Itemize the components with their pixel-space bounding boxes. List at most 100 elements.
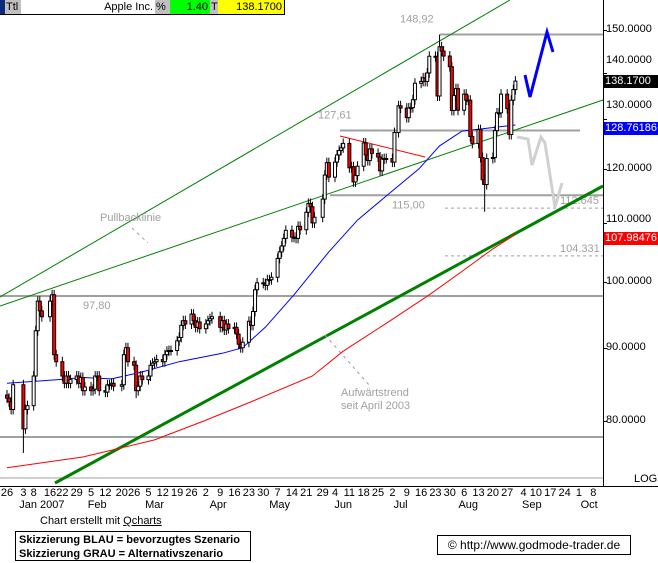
candle	[154, 354, 159, 367]
candle	[97, 371, 102, 396]
candle-body	[513, 80, 518, 91]
level-label: 127,61	[318, 110, 352, 122]
candle-body	[447, 55, 452, 68]
candle	[60, 356, 65, 382]
x-month-label: Jan 2007	[19, 499, 65, 511]
candle	[125, 342, 130, 367]
x-day-label: 19	[171, 487, 184, 499]
x-day-label: 25	[371, 487, 385, 499]
candle	[265, 274, 270, 291]
candle-body	[11, 384, 16, 410]
triangle-resistance-line	[339, 135, 426, 158]
x-day-label: 12	[156, 487, 169, 499]
header-corner	[0, 0, 5, 14]
candle-body	[322, 174, 327, 200]
candle	[478, 124, 483, 163]
candle	[11, 379, 16, 415]
x-day-label: 21	[300, 487, 313, 499]
candle-body	[146, 375, 151, 381]
candle-body	[439, 46, 444, 52]
candle	[68, 374, 73, 389]
price-marker-blue-ma: 128.76186	[604, 122, 658, 135]
candle	[326, 157, 331, 183]
candle-body	[419, 80, 424, 84]
candle	[240, 337, 245, 353]
candle-body	[376, 152, 381, 158]
x-month-label: Jul	[393, 499, 408, 511]
candle-body	[269, 276, 274, 281]
candle-body	[312, 216, 317, 224]
y-tick-label: 140.0000	[606, 53, 652, 66]
candle	[31, 371, 36, 411]
candle	[105, 379, 110, 398]
y-tick-mark	[604, 168, 607, 170]
candle-body	[162, 354, 167, 363]
candle-body	[138, 375, 143, 387]
candle-body	[39, 310, 44, 318]
candle	[480, 152, 485, 185]
candle-body	[468, 99, 473, 137]
price-marker-red-ma: 107.98476	[604, 232, 658, 245]
candle	[369, 143, 374, 159]
candle	[132, 356, 137, 371]
candle	[281, 233, 286, 251]
candle	[320, 194, 325, 223]
candle	[5, 390, 9, 404]
y-tick-label: 110.0000	[606, 212, 652, 225]
candle	[134, 360, 139, 399]
candle	[169, 345, 173, 356]
candle-body	[31, 375, 36, 407]
candle-body	[497, 112, 501, 115]
candle	[484, 153, 489, 190]
moving-average-blue	[6, 124, 516, 384]
pullback-label: Pullbacklinie	[100, 212, 161, 224]
qcharts-link[interactable]: Qcharts	[123, 515, 162, 527]
candle	[298, 221, 303, 235]
pullback-pointer	[131, 227, 149, 244]
uptrend-label-line2: seit April 2003	[341, 400, 410, 412]
candle-body	[132, 361, 137, 366]
copyright-box[interactable]: © http://www.godmode-trader.de	[437, 535, 631, 555]
x-day-label: 2	[389, 487, 396, 499]
uptrend-pointer	[324, 334, 371, 387]
candle	[21, 379, 26, 453]
candle-body	[177, 336, 182, 342]
candle-body	[169, 350, 173, 353]
candle	[505, 89, 510, 114]
candle-body	[277, 251, 282, 259]
x-day-label: 17	[544, 487, 557, 499]
candle	[25, 400, 30, 415]
candle	[253, 284, 258, 317]
x-day-label: 16	[43, 487, 57, 499]
candle-body	[320, 198, 325, 218]
candle	[33, 325, 38, 382]
candle	[146, 371, 151, 385]
candle	[398, 100, 403, 114]
x-day-label: 2	[202, 487, 209, 499]
candle-body	[410, 99, 415, 109]
candle-body	[23, 408, 28, 430]
candle-body	[298, 225, 303, 231]
candle	[296, 221, 301, 244]
x-day-label: 9	[403, 487, 410, 499]
x-day-label: 20	[115, 487, 128, 499]
candle-body	[265, 279, 270, 286]
x-day-label: 16	[228, 487, 241, 499]
uptrend-label-line1: Aufwärtstrend	[341, 387, 409, 399]
candle	[355, 161, 360, 181]
candle-body	[97, 375, 102, 392]
candle-body	[35, 300, 40, 332]
candle	[462, 89, 467, 116]
candle	[37, 296, 42, 316]
candle-body	[226, 323, 231, 330]
candle	[449, 61, 454, 116]
candle	[427, 51, 432, 78]
candle-body	[380, 158, 385, 172]
candle	[236, 329, 241, 350]
candle-body	[21, 384, 26, 430]
candle-body	[253, 289, 258, 312]
candle	[363, 137, 368, 160]
candle-body	[427, 55, 432, 74]
x-day-label: 14	[285, 487, 299, 499]
candle	[308, 198, 313, 212]
